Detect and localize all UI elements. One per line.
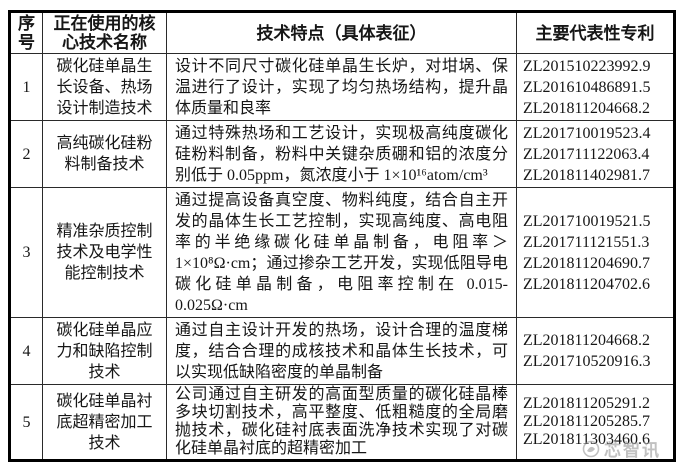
tech-name: 碳化硅单晶生长设备、热场设计制造技术 [42,53,167,121]
tech-features: 通过提高设备真空度、物料纯度，结合自主开发的晶体生长工艺控制，实现高纯度、高电阻… [166,187,517,318]
tech-features: 通过自主设计开发的热场，设计合理的温度梯度，结合合理的成核技术和晶体生长技术，可… [166,317,517,385]
table-row: 2 高纯碳化硅粉料制备技术 通过特殊热场和工艺设计，实现极高纯度碳化硅粉料制备，… [9,120,675,188]
table-row: 3 精准杂质控制技术及电学性能控制技术 通过提高设备真空度、物料纯度，结合自主开… [9,187,675,318]
patent-list: ZL201510223992.9 ZL201610486891.5 ZL2018… [516,53,675,121]
header-name: 正在使用的核心技术名称 [42,11,167,54]
header-row: 序号 正在使用的核心技术名称 技术特点（具体表征） 主要代表性专利 [9,11,675,54]
tech-name: 碳化硅单晶应力和缺陷控制技术 [42,317,167,385]
tech-features: 公司通过自主研发的高面型质量的碳化硅晶棒多块切割技术，高平整度、低粗糙度的全局磨… [166,384,517,461]
tech-name: 精准杂质控制技术及电学性能控制技术 [42,187,167,318]
table-row: 1 碳化硅单晶生长设备、热场设计制造技术 设计不同尺寸碳化硅单晶生长炉，对坩埚、… [9,53,675,121]
header-features: 技术特点（具体表征） [166,11,517,54]
tech-features: 设计不同尺寸碳化硅单晶生长炉，对坩埚、保温进行了设计，实现了均匀热场结构，提升晶… [166,53,517,121]
header-patents: 主要代表性专利 [516,11,675,54]
tech-features: 通过特殊热场和工艺设计，实现极高纯度碳化硅粉料制备，粉料中关键杂质硼和铝的浓度分… [166,120,517,188]
patent-list: ZL201710019521.5 ZL201711121551.3 ZL2018… [516,187,675,318]
patent-list: ZL201811204668.2 ZL201710520916.3 [516,317,675,385]
tech-name: 碳化硅单晶衬底超精密加工技术 [42,384,167,461]
tech-name: 高纯碳化硅粉料制备技术 [42,120,167,188]
patent-list: ZL201811205291.2 ZL201811205285.7 ZL2018… [516,384,675,461]
patent-list: ZL201710019523.4 ZL201711122063.4 ZL2018… [516,120,675,188]
core-technology-table: 序号 正在使用的核心技术名称 技术特点（具体表征） 主要代表性专利 1 碳化硅单… [8,10,676,462]
row-number: 4 [9,317,43,385]
row-number: 1 [9,53,43,121]
row-number: 2 [9,120,43,188]
row-number: 3 [9,187,43,318]
table-row: 4 碳化硅单晶应力和缺陷控制技术 通过自主设计开发的热场，设计合理的温度梯度，结… [9,317,675,385]
header-no: 序号 [9,11,43,54]
row-number: 5 [9,384,43,461]
table-row: 5 碳化硅单晶衬底超精密加工技术 公司通过自主研发的高面型质量的碳化硅晶棒多块切… [9,384,675,461]
